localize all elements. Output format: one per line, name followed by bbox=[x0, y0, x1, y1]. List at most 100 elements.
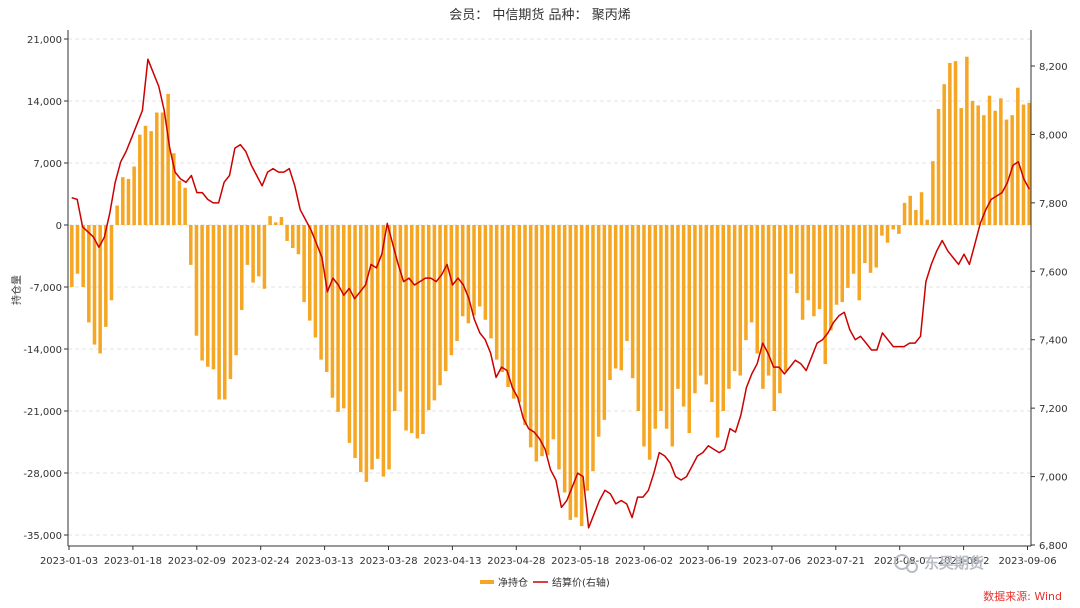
bar bbox=[902, 202, 907, 225]
bar bbox=[449, 225, 454, 356]
bar bbox=[358, 225, 363, 473]
x-tick-label: 2023-07-06 bbox=[743, 556, 801, 567]
bar bbox=[115, 205, 119, 225]
bar bbox=[545, 225, 550, 456]
watermark-brand: 东吴期货 bbox=[924, 554, 984, 572]
bar bbox=[336, 225, 340, 412]
bar bbox=[302, 225, 306, 303]
bar bbox=[795, 225, 799, 294]
left-tick-label: -28,000 bbox=[23, 469, 62, 480]
bar bbox=[438, 225, 442, 386]
bar bbox=[732, 225, 737, 372]
bar bbox=[528, 225, 533, 448]
bar bbox=[489, 225, 493, 339]
bar bbox=[625, 225, 629, 342]
bar bbox=[234, 225, 238, 356]
bar bbox=[647, 225, 652, 460]
x-tick-label: 2023-01-03 bbox=[40, 556, 98, 567]
bar bbox=[789, 225, 794, 274]
bar bbox=[217, 225, 221, 400]
bar bbox=[766, 225, 771, 376]
bar bbox=[177, 180, 182, 225]
bar bbox=[715, 225, 720, 438]
bar bbox=[189, 225, 193, 265]
bar bbox=[534, 225, 539, 462]
bar bbox=[341, 225, 346, 409]
bar bbox=[999, 98, 1003, 225]
left-axis-ticks: 21,000 14,000 7,000 0 -7,000 -14,000 -21,000 -2… bbox=[23, 35, 68, 542]
bar bbox=[885, 225, 890, 243]
bar bbox=[477, 225, 482, 307]
bar bbox=[540, 225, 544, 457]
bar bbox=[585, 225, 590, 491]
bar bbox=[653, 225, 658, 429]
bar bbox=[602, 225, 607, 420]
bar bbox=[194, 225, 199, 336]
right-tick-label: 8,000 bbox=[1039, 130, 1068, 141]
bar bbox=[970, 101, 975, 225]
bar bbox=[523, 225, 527, 426]
bar bbox=[874, 225, 878, 268]
chart-title: 会员： 中信期货 品种： 聚丙烯 bbox=[449, 7, 630, 23]
bar bbox=[472, 225, 476, 316]
bar bbox=[466, 225, 471, 324]
bar bbox=[143, 125, 148, 225]
bar bbox=[257, 225, 261, 277]
bar bbox=[223, 225, 227, 400]
line-series bbox=[71, 58, 1030, 529]
bar bbox=[579, 225, 584, 527]
bar bbox=[200, 225, 204, 361]
bar bbox=[404, 225, 408, 431]
right-tick-label: 6,800 bbox=[1039, 541, 1068, 552]
bar bbox=[98, 225, 102, 354]
bar bbox=[126, 178, 131, 225]
settlement-price-line bbox=[71, 58, 1030, 529]
bar bbox=[132, 166, 136, 225]
right-tick-label: 7,600 bbox=[1039, 267, 1068, 278]
bar bbox=[557, 225, 561, 470]
bar bbox=[562, 225, 567, 493]
bar bbox=[987, 95, 992, 225]
bar bbox=[812, 225, 816, 317]
bar bbox=[330, 225, 335, 398]
bar bbox=[104, 225, 108, 327]
bar bbox=[953, 61, 958, 226]
bar bbox=[211, 225, 216, 370]
bar bbox=[840, 225, 844, 303]
bar bbox=[982, 115, 986, 225]
bar bbox=[710, 225, 714, 403]
bar bbox=[274, 222, 278, 225]
x-tick-label: 2023-08-0 bbox=[874, 556, 926, 567]
x-tick-label: 2023-03-13 bbox=[296, 556, 354, 567]
left-tick-label: -35,000 bbox=[23, 531, 62, 542]
bar bbox=[494, 225, 499, 360]
watermark: 东吴期货 bbox=[894, 554, 984, 573]
bar bbox=[744, 225, 748, 341]
x-tick-label: 2023-02-24 bbox=[232, 556, 290, 567]
bar bbox=[948, 62, 952, 225]
legend-swatch-net-position bbox=[480, 580, 494, 584]
bar bbox=[596, 225, 601, 437]
bar bbox=[245, 225, 250, 265]
bar bbox=[166, 93, 170, 226]
bar bbox=[897, 225, 901, 234]
bar bbox=[483, 225, 488, 320]
bar bbox=[829, 225, 833, 331]
left-tick-label: -21,000 bbox=[23, 407, 62, 418]
bar bbox=[693, 225, 697, 394]
legend-label-net-position: 净持仓 bbox=[498, 576, 528, 589]
bar bbox=[993, 110, 997, 225]
bar bbox=[460, 225, 465, 317]
bar bbox=[749, 225, 754, 323]
bar bbox=[517, 225, 522, 403]
bar bbox=[755, 225, 760, 354]
bar bbox=[659, 225, 663, 411]
bar bbox=[121, 177, 125, 225]
bar bbox=[630, 225, 635, 379]
bar bbox=[914, 209, 918, 225]
bar bbox=[1021, 104, 1026, 225]
bar bbox=[857, 225, 861, 301]
x-tick-label: 2023-09-06 bbox=[998, 556, 1056, 567]
bar bbox=[1016, 87, 1020, 225]
bar bbox=[783, 225, 788, 372]
